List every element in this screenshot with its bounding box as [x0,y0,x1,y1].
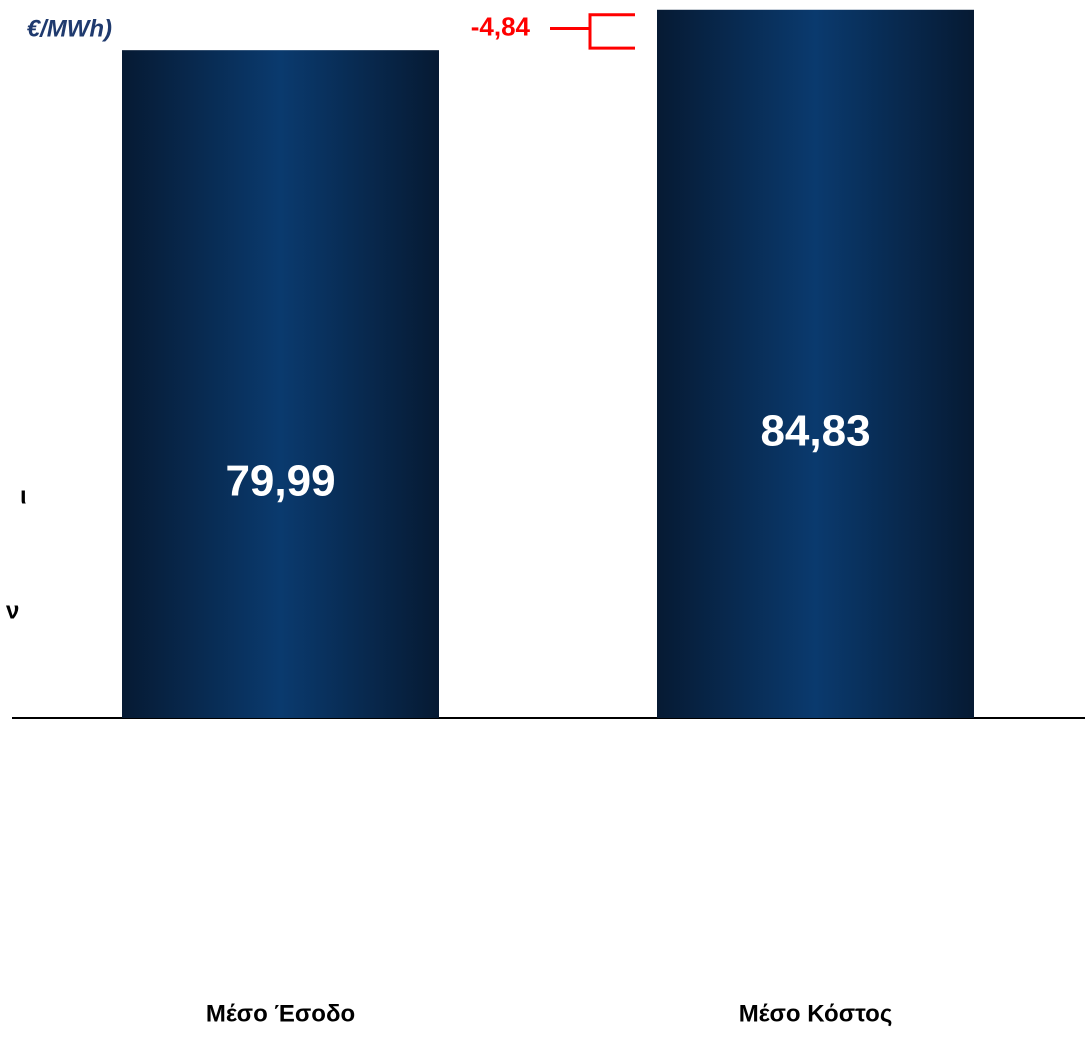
annotation: ι [20,482,27,509]
value-label: 84,83 [760,407,870,456]
bar [122,50,439,718]
difference-label: -4,84 [471,11,531,41]
difference-bracket [550,13,635,50]
annotation: ν [6,597,19,624]
x-tick-label: Μέσο Έσοδο [206,1000,355,1027]
chart-title: €/MWh) [27,15,112,42]
value-label: 79,99 [225,457,335,506]
bar [657,9,974,719]
x-tick-label: Μέσο Κόστος [739,1000,893,1027]
